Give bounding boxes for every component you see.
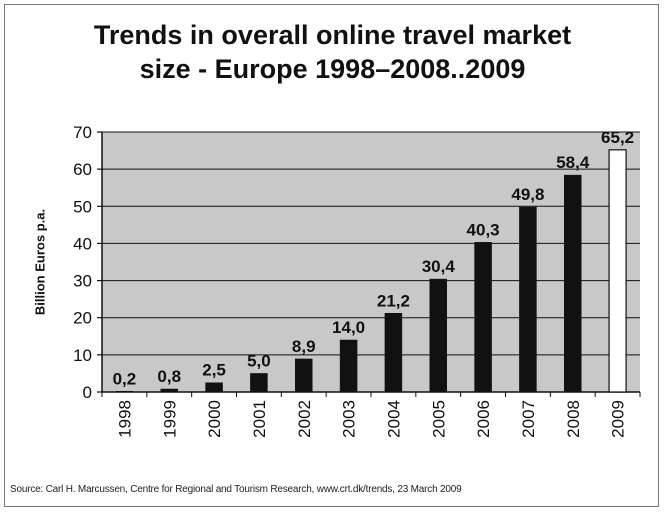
- y-tick-label: 20: [73, 309, 92, 328]
- x-tick-label: 2003: [340, 400, 359, 438]
- x-tick-label: 2009: [609, 400, 628, 438]
- data-label: 8,9: [292, 337, 316, 356]
- bar: [429, 278, 447, 393]
- data-label: 5,0: [247, 351, 271, 370]
- data-label: 0,8: [157, 367, 181, 386]
- x-tick-label: 2000: [205, 400, 224, 438]
- data-label: 0,2: [113, 369, 137, 388]
- bar: [519, 206, 537, 393]
- chart-title-line-1: Trends in overall online travel market: [93, 20, 572, 50]
- x-tick-label: 2006: [474, 400, 493, 438]
- data-label: 49,8: [511, 185, 544, 204]
- source-note: Source: Carl H. Marcussen, Centre for Re…: [10, 484, 462, 495]
- data-label: 58,4: [556, 153, 590, 172]
- bar: [205, 382, 223, 393]
- chart-title-line-2: size - Europe 1998–2008..2009: [139, 54, 526, 84]
- data-label: 2,5: [202, 361, 226, 380]
- data-label: 21,2: [377, 291, 410, 310]
- plot-area: [102, 132, 640, 392]
- y-tick-label: 40: [73, 234, 92, 253]
- bar-forecast: [608, 149, 627, 393]
- data-label: 65,2: [601, 128, 634, 147]
- bar: [564, 174, 582, 393]
- x-tick-label: 2004: [384, 400, 403, 438]
- bar: [339, 339, 358, 393]
- data-label: 40,3: [467, 220, 500, 239]
- y-tick-label: 0: [83, 383, 92, 402]
- data-label: 30,4: [422, 257, 456, 276]
- bar: [474, 242, 492, 393]
- x-tick-label: 2001: [250, 400, 269, 438]
- y-tick-label: 10: [73, 346, 92, 365]
- y-tick-label: 50: [73, 197, 92, 216]
- x-tick-label: 1998: [115, 400, 134, 438]
- bar: [295, 358, 313, 393]
- x-tick-label: 1999: [160, 400, 179, 438]
- bar: [250, 373, 268, 393]
- y-tick-label: 30: [73, 272, 92, 291]
- y-tick-label: 60: [73, 160, 92, 179]
- x-tick-label: 2007: [519, 400, 538, 438]
- chart-title: Trends in overall online travel market s…: [0, 18, 665, 86]
- x-tick-label: 2008: [564, 400, 583, 438]
- bar: [115, 391, 134, 393]
- x-tick-label: 2002: [295, 400, 314, 438]
- bar: [384, 313, 403, 393]
- data-label: 14,0: [332, 318, 365, 337]
- x-tick-label: 2005: [429, 400, 448, 438]
- y-tick-label: 70: [73, 123, 92, 142]
- bar: [160, 388, 178, 393]
